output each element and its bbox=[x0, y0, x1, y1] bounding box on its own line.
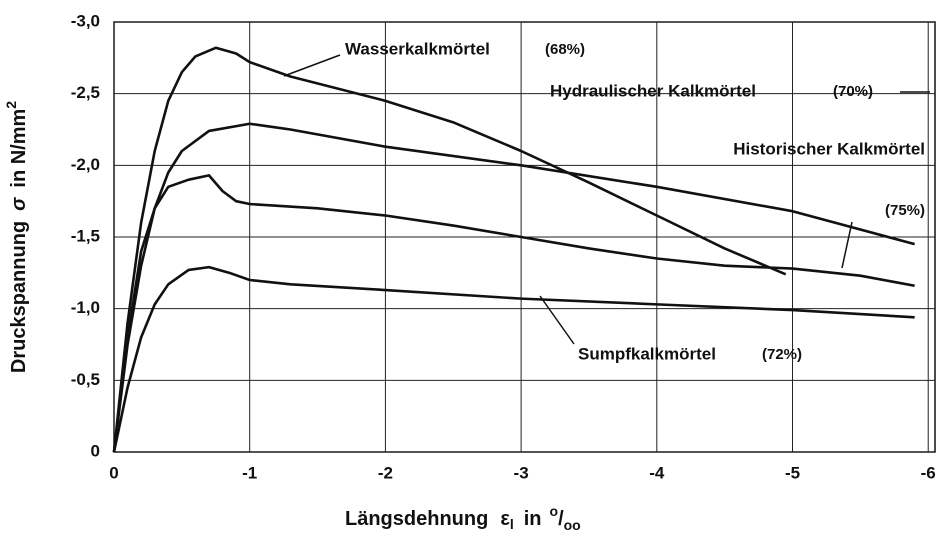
x-label-sub: l bbox=[510, 516, 514, 532]
leader-line bbox=[283, 54, 341, 77]
y-tick-label: -2,0 bbox=[71, 155, 100, 174]
y-label-part: Druckspannung bbox=[8, 221, 30, 373]
x-tick-label: -6 bbox=[921, 463, 936, 482]
x-label-sup: o bbox=[550, 503, 559, 519]
x-tick-label: -2 bbox=[378, 463, 393, 482]
x-label-part: Längsdehnung bbox=[345, 508, 488, 530]
x-tick-label: 0 bbox=[109, 463, 118, 482]
y-tick-label: 0 bbox=[91, 441, 100, 460]
y-tick-label: -3,0 bbox=[71, 11, 100, 30]
series-label: Wasserkalkmörtel bbox=[345, 39, 490, 58]
y-label-sup: 2 bbox=[3, 101, 19, 109]
series-line bbox=[112, 122, 915, 453]
y-tick-label: -2,5 bbox=[71, 83, 100, 102]
x-tick-label: -5 bbox=[785, 463, 800, 482]
x-label-in: in bbox=[524, 508, 542, 530]
series-label: Sumpfkalkmörtel bbox=[578, 344, 716, 363]
y-axis-label: Druckspannung σ in N/mm2 bbox=[3, 101, 31, 373]
x-axis-label: Längsdehnung εl in o/oo bbox=[345, 503, 581, 533]
series-note: (72%) bbox=[762, 346, 802, 363]
series-line bbox=[112, 265, 915, 453]
series-line bbox=[112, 46, 787, 453]
series-line bbox=[112, 174, 915, 453]
series-note: (75%) bbox=[885, 202, 925, 219]
x-tick-label: -4 bbox=[649, 463, 665, 482]
y-tick-label: -0,5 bbox=[71, 370, 100, 389]
y-tick-label: -1,5 bbox=[71, 226, 100, 245]
leader-line bbox=[539, 295, 575, 345]
series-label: Historischer Kalkmörtel bbox=[733, 139, 925, 158]
y-tick-label: -1,0 bbox=[71, 298, 100, 317]
y-label-symbol: σ bbox=[8, 197, 30, 211]
x-label-slash: / bbox=[558, 508, 564, 530]
leader-line bbox=[841, 221, 853, 269]
x-label-sub2: oo bbox=[564, 517, 581, 533]
x-tick-label: -1 bbox=[242, 463, 257, 482]
series-label: Hydraulischer Kalkmörtel bbox=[550, 81, 756, 100]
x-tick-label: -3 bbox=[514, 463, 529, 482]
series-note: (70%) bbox=[833, 83, 873, 100]
y-label-unit: in N/mm bbox=[8, 109, 30, 188]
series-note: (68%) bbox=[545, 41, 585, 58]
x-label-symbol: ε bbox=[500, 508, 510, 530]
